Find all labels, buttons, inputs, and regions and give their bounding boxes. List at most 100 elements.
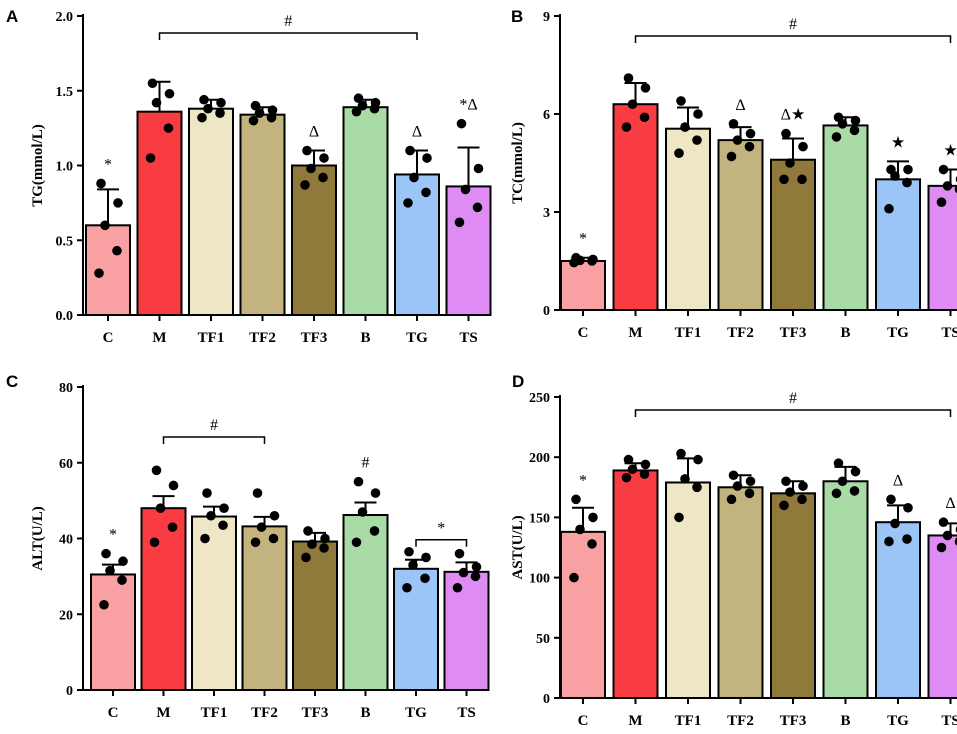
data-point <box>357 507 368 517</box>
y-axis-label: ALT(U/L) <box>30 506 46 570</box>
data-point <box>307 539 317 549</box>
data-point <box>903 502 913 513</box>
significance-mark: Δ <box>945 495 955 512</box>
data-point <box>405 145 415 156</box>
significance-mark: ★ <box>891 134 905 151</box>
x-tick-label: C <box>108 705 119 721</box>
bar-tg <box>394 173 440 316</box>
data-point <box>101 548 111 559</box>
data-point <box>409 172 419 183</box>
bar-tf3 <box>291 164 337 316</box>
data-point <box>422 153 432 163</box>
data-point <box>421 552 431 563</box>
data-point <box>471 562 482 572</box>
panel-letter: B <box>511 7 523 26</box>
data-point <box>319 153 329 163</box>
data-point <box>460 184 471 195</box>
data-point <box>151 465 162 476</box>
data-point <box>936 197 947 207</box>
data-point <box>837 476 848 487</box>
data-point <box>781 476 791 487</box>
data-point <box>831 488 842 499</box>
data-point <box>147 78 158 89</box>
data-point <box>680 122 690 132</box>
bar-ts <box>927 534 957 700</box>
bar-m <box>612 469 659 699</box>
y-tick-label: 0.0 <box>56 309 74 324</box>
x-tick-label: TF2 <box>249 330 276 346</box>
y-tick-label: 60 <box>59 457 73 472</box>
x-tick-label: TF3 <box>780 713 807 729</box>
panel-c: C ALT(U/L) 0 20 40 60 80 C M TF1 TF2 TF3 B TG TS # * * # <box>6 372 490 721</box>
data-point <box>623 73 634 83</box>
data-point <box>588 254 598 265</box>
bar-tf2 <box>717 139 764 311</box>
bar-tf1 <box>191 515 237 691</box>
bar-tf2 <box>239 113 286 316</box>
bar-b <box>342 106 389 316</box>
bracket-label: # <box>789 16 797 33</box>
data-point <box>676 448 686 459</box>
y-axis-label: AST(U/L) <box>510 515 526 579</box>
y-tick-label: 2.0 <box>56 10 74 25</box>
y-tick-label: 3 <box>543 206 550 221</box>
x-tick-label: TF2 <box>251 705 278 721</box>
data-point <box>215 108 225 118</box>
data-point <box>420 573 430 584</box>
data-point <box>902 177 912 188</box>
significance-bracket <box>634 409 952 417</box>
y-tick-label: 0 <box>543 304 550 319</box>
data-point <box>219 503 229 513</box>
data-point <box>797 494 807 505</box>
data-point <box>163 123 174 133</box>
data-point <box>303 526 313 536</box>
data-point <box>218 520 228 531</box>
x-tick-label: TS <box>459 330 477 346</box>
data-point <box>99 599 109 610</box>
data-point <box>623 454 634 465</box>
data-point <box>850 115 861 126</box>
data-point <box>200 533 210 544</box>
data-point <box>302 145 312 156</box>
x-tick-label: TS <box>941 713 957 729</box>
bar-ts <box>445 185 492 316</box>
data-point <box>155 503 166 513</box>
bar-tf1 <box>665 127 711 311</box>
data-point <box>886 164 896 175</box>
data-point <box>797 174 807 185</box>
bar-tg <box>875 521 921 699</box>
data-point <box>833 112 844 123</box>
bar-tf3 <box>770 492 816 699</box>
x-tick-label: TS <box>457 705 475 721</box>
bracket-label: # <box>284 13 292 30</box>
data-point <box>167 522 178 532</box>
x-tick-label: M <box>156 705 170 721</box>
data-point <box>575 524 585 535</box>
y-tick-label: 0 <box>66 684 73 699</box>
y-tick-label: 150 <box>529 511 550 526</box>
data-point <box>458 567 469 578</box>
data-point <box>206 510 216 521</box>
y-tick-label: 6 <box>543 108 550 123</box>
data-point <box>627 464 638 475</box>
data-point <box>692 135 702 145</box>
data-point <box>267 105 278 115</box>
data-point <box>779 500 789 511</box>
bar-tf1 <box>188 107 234 316</box>
data-point <box>849 125 860 136</box>
data-point <box>252 488 263 498</box>
significance-bracket <box>158 32 418 40</box>
data-point <box>850 466 861 477</box>
data-point <box>118 556 128 567</box>
data-point <box>96 178 106 189</box>
bar-tg <box>393 567 439 691</box>
data-point <box>105 565 115 576</box>
x-tick-label: C <box>578 713 589 729</box>
significance-mark: * <box>109 527 117 544</box>
y-tick-label: 20 <box>59 608 73 623</box>
data-point <box>408 560 418 570</box>
data-point <box>732 481 743 491</box>
data-point <box>203 103 213 114</box>
data-point <box>164 88 175 99</box>
data-point <box>621 122 632 132</box>
